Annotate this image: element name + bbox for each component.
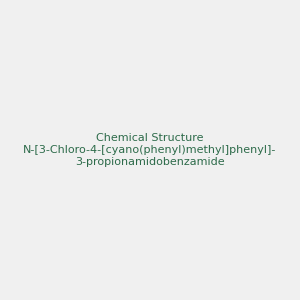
Text: Chemical Structure
N-[3-Chloro-4-[cyano(phenyl)methyl]phenyl]-
3-propionamidoben: Chemical Structure N-[3-Chloro-4-[cyano(… — [23, 134, 277, 166]
